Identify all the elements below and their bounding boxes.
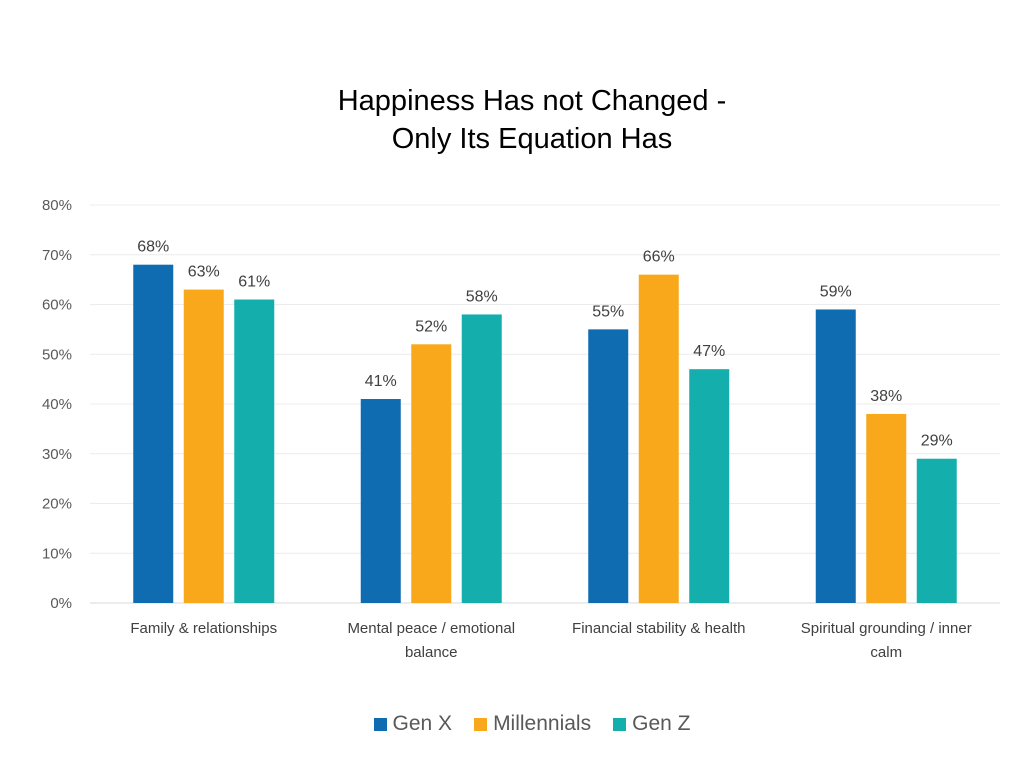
bar (411, 344, 452, 603)
x-tick-label: balance (405, 644, 458, 661)
data-label: 59% (820, 283, 852, 300)
chart-title-line-2: Only Its Equation Has (391, 123, 673, 155)
data-label: 29% (921, 433, 953, 450)
y-tick-label: 80% (42, 197, 72, 214)
legend-label: Gen X (392, 712, 453, 735)
bar (360, 399, 401, 603)
x-tick-label: Family & relationships (130, 620, 277, 637)
legend-label: Gen Z (632, 712, 691, 735)
y-tick-label: 0% (50, 595, 72, 612)
bar (234, 299, 275, 603)
data-label: 55% (592, 303, 624, 320)
x-tick-label: Financial stability & health (572, 620, 745, 637)
y-tick-label: 60% (42, 297, 72, 314)
chart-title-line-1: Happiness Has not Changed - (337, 85, 727, 117)
y-tick-label: 40% (42, 396, 72, 413)
bar (916, 458, 957, 603)
bar (689, 369, 730, 603)
legend: Gen X Millennials Gen Z (0, 712, 1024, 736)
legend-swatch (373, 717, 387, 731)
legend-label: Millennials (493, 712, 592, 735)
bar (461, 314, 502, 603)
y-tick-label: 20% (42, 496, 72, 513)
legend-item-gen-x: Gen X (373, 712, 453, 736)
x-tick-label: Mental peace / emotional (347, 620, 515, 637)
legend-item-millennials: Millennials (474, 712, 591, 736)
bar (133, 264, 174, 603)
bar (183, 289, 224, 603)
bar (815, 309, 856, 603)
data-label: 68% (137, 239, 169, 256)
x-tick-label: Spiritual grounding / inner (801, 620, 972, 637)
data-label: 41% (365, 373, 397, 390)
y-tick-label: 70% (42, 247, 72, 264)
data-label: 47% (693, 343, 725, 360)
x-tick-label: calm (870, 644, 902, 661)
legend-item-gen-z: Gen Z (613, 712, 690, 736)
legend-swatch (613, 717, 627, 731)
data-label: 38% (870, 388, 902, 405)
data-label: 61% (238, 274, 270, 291)
data-label: 63% (188, 264, 220, 281)
y-tick-label: 30% (42, 446, 72, 463)
chart-title: Happiness Has not Changed - Only Its Equ… (0, 82, 1024, 158)
data-label: 52% (415, 318, 447, 335)
y-tick-label: 10% (42, 545, 72, 562)
data-label: 66% (643, 249, 675, 266)
bar (866, 413, 907, 603)
data-label: 58% (466, 288, 498, 305)
legend-swatch (474, 717, 488, 731)
y-tick-label: 50% (42, 346, 72, 363)
bar (588, 329, 629, 603)
bar (638, 274, 679, 603)
